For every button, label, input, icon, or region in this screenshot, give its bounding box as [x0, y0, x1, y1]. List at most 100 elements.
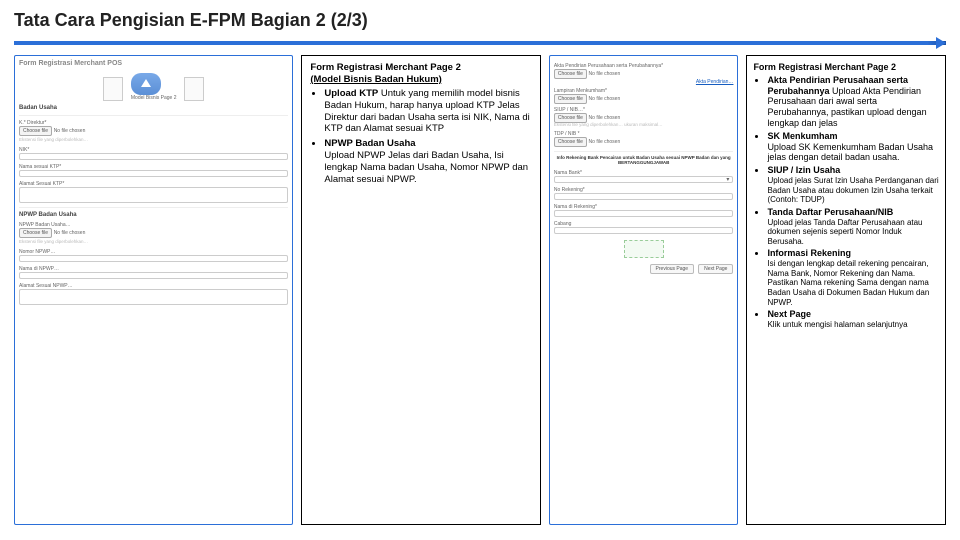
callout-list: Upload KTP Untuk yang memilih model bisn… — [310, 88, 531, 186]
hint-text: Ekstensi file yang diperbolehkan… ukuran… — [554, 123, 734, 128]
ss3-f-cabang: Cabang — [554, 221, 734, 234]
form-screenshot-1: Form Registrasi Merchant POS Model Bisni… — [14, 55, 293, 525]
input-npwp-alamat[interactable] — [19, 289, 288, 305]
li-title: Next Page — [767, 309, 939, 320]
captcha-placeholder — [554, 240, 734, 260]
choose-file-button[interactable]: Choose file — [554, 137, 587, 147]
ss1-field-npwp-upload: NPWP Badan Usaha… Choose file No file ch… — [19, 222, 288, 245]
ss3-g3: SIUP / NIB…* Choose file No file chosen … — [554, 107, 734, 128]
ss1-sec-badan-usaha: Badan Usaha — [19, 105, 288, 111]
label-npwp-upload: NPWP Badan Usaha… — [19, 222, 288, 228]
ss1-toplabel-2: Model Bisnis Page 2 — [131, 95, 177, 101]
divider — [19, 115, 288, 116]
ss1-field-nama-ktp: Nama sesuai KTP* — [19, 164, 288, 177]
page-title: Tata Cara Pengisian E-FPM Bagian 2 (2/3) — [14, 10, 946, 31]
hint-text: Ekstensi file yang diperbolehkan… — [19, 240, 288, 245]
ss3-g4: TDP / NIB * Choose file No file chosen — [554, 131, 734, 147]
choose-file-button[interactable]: Choose file — [554, 69, 587, 79]
doc-thumb-icon-2 — [184, 77, 204, 101]
li-body: Klik untuk mengisi halaman selanjutnya — [767, 320, 939, 330]
h-part-b: Page 2 — [867, 62, 896, 72]
input-nama-rek[interactable] — [554, 210, 734, 217]
label-nama-rek: Nama di Rekening* — [554, 204, 734, 210]
sample-link[interactable]: Akta Pendirian… — [554, 79, 734, 85]
h-part-b: Page 2 — [430, 62, 461, 73]
ss1-field-nik: NIK* — [19, 147, 288, 160]
ss3-g2: Lampiran Menkumham* Choose file No file … — [554, 88, 734, 104]
columns: Form Registrasi Merchant POS Model Bisni… — [14, 55, 946, 525]
callout-box-left: Form Registrasi Merchant Page 2 (Model B… — [301, 55, 540, 525]
li-title: Informasi Rekening — [767, 248, 939, 259]
choose-file-button[interactable]: Choose file — [19, 126, 52, 136]
input-npwp-nama[interactable] — [19, 272, 288, 279]
no-file-text: No file chosen — [589, 96, 621, 102]
label-norek: No Rekening* — [554, 187, 734, 193]
hint-text: Ekstensi file yang diperbolehkan… — [19, 138, 288, 143]
captcha-icon — [624, 240, 664, 258]
label-cabang: Cabang — [554, 221, 734, 227]
ss3-rek-hdr: Info Rekening Bank Pencairan untuk Badan… — [554, 156, 734, 166]
divider — [19, 207, 288, 208]
input-norek[interactable] — [554, 193, 734, 200]
input-nik[interactable] — [19, 153, 288, 160]
li-title: Upload KTP — [324, 88, 378, 99]
li-title: NPWP Badan Usaha — [324, 138, 531, 150]
no-file-text: No file chosen — [589, 71, 621, 77]
li-body: Isi dengan lengkap detail rekening penca… — [767, 259, 939, 307]
li-title: Tanda Daftar Perusahaan/NIB — [767, 207, 939, 218]
li-body: Upload jelas Tanda Daftar Perusahaan ata… — [767, 218, 939, 247]
li-title: SK Menkumham — [767, 131, 939, 142]
input-alamat-ktp[interactable] — [19, 187, 288, 203]
choose-file-button[interactable]: Choose file — [554, 94, 587, 104]
ss1-top-icons: Model Bisnis Page 2 — [19, 73, 288, 101]
ss1-header: Form Registrasi Merchant POS — [19, 60, 288, 67]
list-item: Next Page Klik untuk mengisi halaman sel… — [767, 309, 939, 329]
list-item: Informasi Rekening Isi dengan lengkap de… — [767, 248, 939, 307]
list-item: SK Menkumham Upload SK Kemenkumham Badan… — [767, 131, 939, 163]
h-part-a: Form Registrasi Merchant — [310, 62, 430, 73]
ss1-field-alamat-ktp: Alamat Sesuai KTP* — [19, 181, 288, 203]
choose-file-button[interactable]: Choose file — [19, 228, 52, 238]
label-npwp-alamat: Alamat Sesuai NPWP… — [19, 283, 288, 289]
no-file-text: No file chosen — [54, 128, 86, 134]
ss1-field-npwp-alamat: Alamat Sesuai NPWP… — [19, 283, 288, 305]
no-file-text: No file chosen — [589, 139, 621, 145]
prev-page-button[interactable]: Previous Page — [650, 264, 695, 274]
divider — [554, 151, 734, 152]
ss1-field-ktp: K.* Direktur* Choose file No file chosen… — [19, 120, 288, 143]
label-bank: Nama Bank* — [554, 170, 734, 176]
li-body: Upload NPWP Jelas dari Badan Usaha, Isi … — [324, 150, 531, 186]
form-screenshot-2: Akta Pendirian Perusahaan serta Perubaha… — [549, 55, 739, 525]
label-npwp-no: Nomor NPWP… — [19, 249, 288, 255]
slide: Tata Cara Pengisian E-FPM Bagian 2 (2/3)… — [0, 0, 960, 540]
label-npwp-nama: Nama di NPWP… — [19, 266, 288, 272]
list-item: NPWP Badan Usaha Upload NPWP Jelas dari … — [324, 138, 531, 186]
no-file-text: No file chosen — [54, 230, 86, 236]
col-callout-left: Form Registrasi Merchant Page 2 (Model B… — [301, 55, 540, 525]
next-page-button[interactable]: Next Page — [698, 264, 733, 274]
h-part-a: Form Registrasi Merchant — [753, 62, 867, 72]
callout-heading: Form Registrasi Merchant Page 2 — [310, 62, 531, 74]
page-buttons: Previous Page Next Page — [554, 264, 734, 274]
title-rule — [14, 37, 946, 49]
select-bank[interactable]: ▾ — [554, 176, 734, 183]
input-nama-ktp[interactable] — [19, 170, 288, 177]
ss3-f-bank: Nama Bank* ▾ — [554, 170, 734, 183]
upload-cloud-icon — [131, 73, 161, 95]
list-item: Upload KTP Untuk yang memilih model bisn… — [324, 88, 531, 136]
input-cabang[interactable] — [554, 227, 734, 234]
callout-list: Akta Pendirian Perusahaan serta Perubaha… — [753, 75, 939, 330]
ss1-field-npwp-nama: Nama di NPWP… — [19, 266, 288, 279]
col-callout-right: Form Registrasi Merchant Page 2 Akta Pen… — [746, 55, 946, 525]
title-rule-line — [14, 41, 946, 45]
callout-subheading: (Model Bisnis Badan Hukum) — [310, 74, 531, 86]
list-item: SIUP / Izin Usaha Upload jelas Surat Izi… — [767, 165, 939, 205]
no-file-text: No file chosen — [589, 115, 621, 121]
li-body: Upload SK Kemenkumham Badan Usaha jelas … — [767, 142, 939, 164]
doc-thumb-icon — [103, 77, 123, 101]
list-item: Tanda Daftar Perusahaan/NIB Upload jelas… — [767, 207, 939, 247]
col-screenshot-left: Form Registrasi Merchant POS Model Bisni… — [14, 55, 293, 525]
list-item: Akta Pendirian Perusahaan serta Perubaha… — [767, 75, 939, 129]
label-ktp: K.* Direktur* — [19, 120, 288, 126]
input-npwp-no[interactable] — [19, 255, 288, 262]
